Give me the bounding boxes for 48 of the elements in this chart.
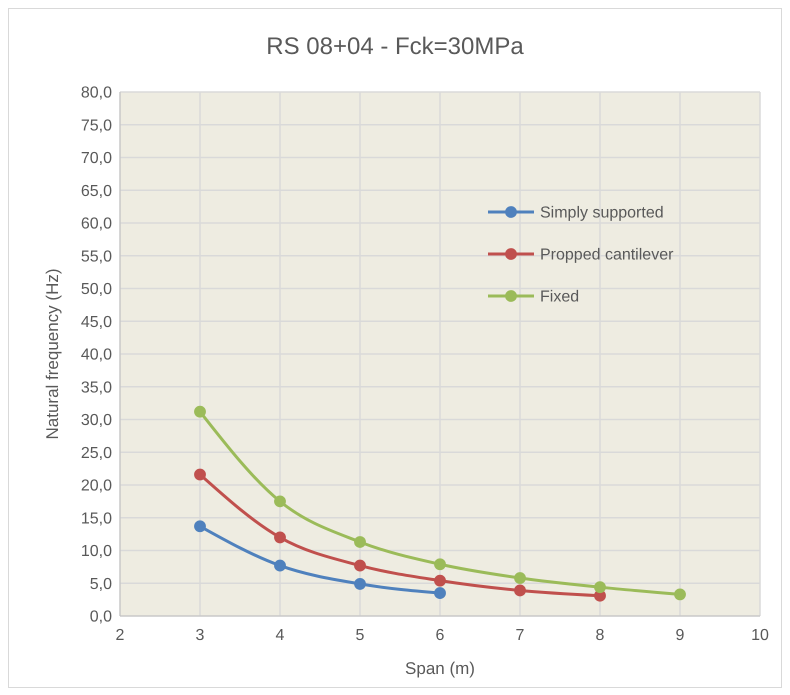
point [354, 536, 366, 548]
x-tick-label: 2 [116, 627, 125, 644]
x-axis-title: Span (m) [405, 659, 475, 678]
x-tick-label: 9 [676, 627, 685, 644]
point [434, 587, 446, 599]
y-tick-label: 0,0 [90, 608, 112, 626]
x-tick-label: 7 [516, 627, 525, 644]
chart-title: RS 08+04 - Fck=30MPa [266, 33, 524, 60]
legend-label: Fixed [540, 288, 580, 306]
y-tick-label: 10,0 [80, 543, 112, 560]
point [594, 581, 606, 594]
y-tick-label: 70,0 [80, 150, 112, 168]
y-tick-label: 30,0 [80, 412, 112, 430]
x-tick-label: 10 [751, 627, 769, 644]
point [434, 558, 446, 570]
point [194, 468, 206, 480]
x-tick-label: 8 [596, 627, 605, 644]
point [274, 531, 286, 544]
point [274, 560, 286, 572]
point [434, 574, 446, 587]
point [674, 588, 686, 600]
x-tick-label: 6 [436, 627, 445, 644]
y-tick-label: 55,0 [80, 248, 112, 266]
y-axis-title: Natural frequency (Hz) [43, 268, 62, 440]
y-tick-label: 15,0 [80, 510, 112, 528]
y-tick-label: 65,0 [80, 182, 112, 200]
point [194, 520, 206, 532]
legend-label: Propped cantilever [540, 246, 674, 264]
point [514, 572, 526, 584]
point [274, 495, 286, 508]
legend-label: Simply supported [540, 204, 664, 222]
y-tick-label: 75,0 [80, 117, 112, 134]
y-tick-label: 35,0 [80, 379, 112, 396]
x-tick-label: 5 [356, 627, 365, 644]
y-tick-label: 80,0 [80, 84, 112, 102]
y-tick-label: 25,0 [80, 444, 112, 462]
y-tick-label: 5,0 [90, 576, 112, 593]
y-tick-label: 40,0 [80, 346, 112, 364]
y-tick-label: 60,0 [80, 216, 112, 233]
point [514, 584, 526, 596]
point [354, 578, 366, 590]
y-tick-label: 50,0 [80, 281, 112, 298]
point [194, 406, 206, 418]
point [354, 560, 366, 572]
x-tick-label: 4 [276, 627, 285, 644]
y-tick-label: 45,0 [80, 314, 112, 331]
y-tick-label: 20,0 [80, 478, 112, 495]
x-tick-label: 3 [196, 627, 205, 644]
